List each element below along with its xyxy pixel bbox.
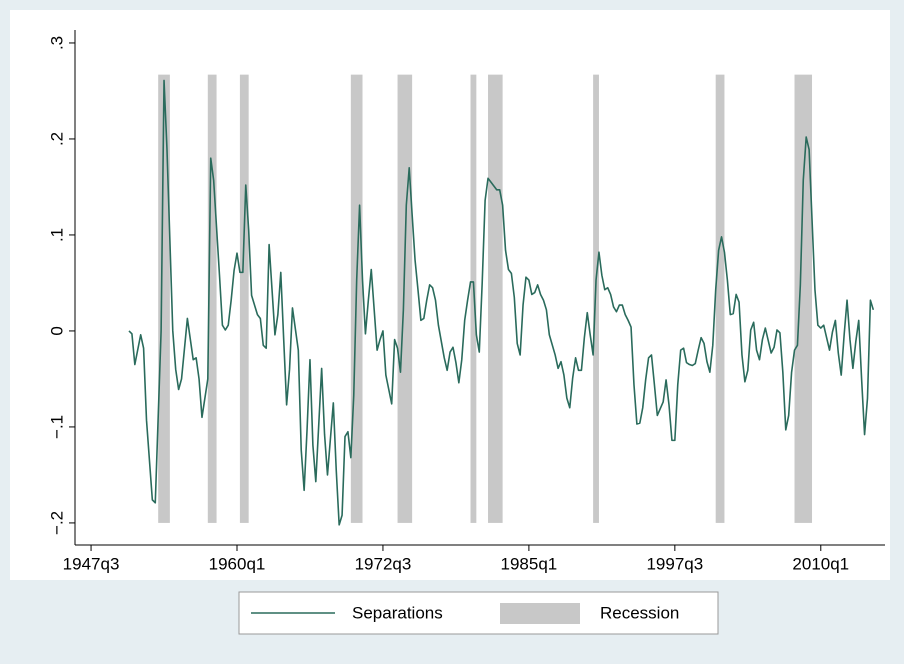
recession-band	[488, 74, 503, 523]
y-tick-label: .1	[47, 228, 66, 242]
legend-label: Recession	[600, 603, 679, 622]
legend-swatch	[500, 603, 580, 624]
x-tick-label: 1985q1	[501, 554, 558, 573]
separations-line	[128, 79, 875, 526]
y-tick-label: .3	[47, 36, 66, 50]
legend-label: Separations	[352, 603, 443, 622]
recession-band	[715, 74, 725, 523]
x-tick-label: 2010q1	[792, 554, 849, 573]
y-tick-label: −.2	[47, 511, 66, 535]
x-tick-label: 1960q1	[209, 554, 266, 573]
x-tick-label: 1972q3	[355, 554, 412, 573]
legend-entries: Separations Recession	[251, 603, 679, 624]
recession-band	[470, 74, 477, 523]
x-tick-label: 1997q3	[646, 554, 703, 573]
y-tick-label: .2	[47, 132, 66, 146]
recession-band	[207, 74, 217, 523]
recession-band	[239, 74, 249, 523]
y-tick-label: 0	[47, 326, 66, 335]
lines	[128, 79, 875, 526]
x-tick-label: 1947q3	[63, 554, 120, 573]
recession-band	[397, 74, 413, 523]
y-tick-label: −.1	[47, 415, 66, 439]
ticks: −.2 −.1 0 .1 .2 .3 1947q3 1960q1 1972q3 1985q1 199…	[47, 36, 849, 574]
recession-band	[794, 74, 813, 523]
plot-panel	[10, 10, 890, 580]
recession-band	[158, 74, 170, 523]
